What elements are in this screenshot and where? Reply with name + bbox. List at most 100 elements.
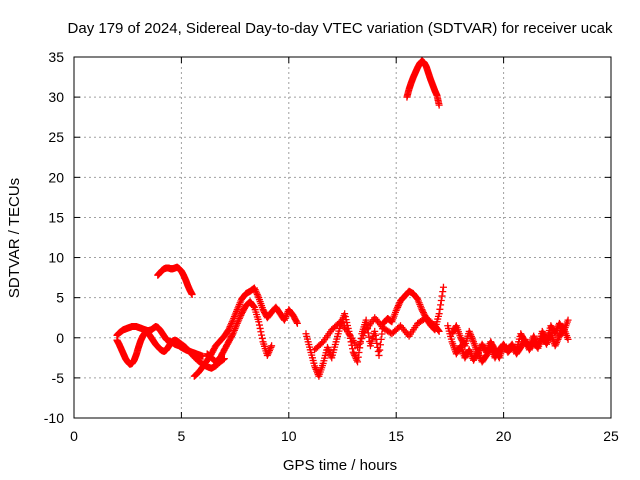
data-point bbox=[375, 351, 383, 359]
x-tick-label: 5 bbox=[178, 428, 186, 444]
y-axis-label: SDTVAR / TECUs bbox=[6, 178, 23, 298]
x-tick-label: 25 bbox=[603, 428, 619, 444]
data-point bbox=[374, 347, 382, 355]
data-point bbox=[553, 339, 561, 347]
data-point bbox=[235, 315, 243, 323]
data-point bbox=[255, 318, 263, 326]
data-point bbox=[253, 290, 261, 298]
data-point bbox=[293, 318, 301, 326]
data-point bbox=[362, 316, 370, 324]
data-point bbox=[395, 300, 403, 308]
x-tick-label: 15 bbox=[388, 428, 404, 444]
data-point bbox=[376, 341, 384, 349]
data-point bbox=[438, 292, 446, 300]
data-point bbox=[377, 335, 385, 343]
data-point bbox=[265, 348, 273, 356]
y-tick-label: 35 bbox=[48, 49, 64, 65]
data-point bbox=[439, 283, 447, 291]
x-tick-label: 0 bbox=[70, 428, 78, 444]
data-point bbox=[349, 345, 357, 353]
y-tick-label: -10 bbox=[44, 410, 64, 426]
data-point bbox=[564, 316, 572, 324]
data-point bbox=[253, 289, 261, 297]
data-point bbox=[437, 296, 445, 304]
data-point bbox=[392, 307, 400, 315]
x-tick-label: 20 bbox=[496, 428, 512, 444]
data-point bbox=[376, 346, 384, 354]
data-point bbox=[554, 335, 562, 343]
data-point bbox=[435, 101, 443, 109]
data-point bbox=[552, 340, 560, 348]
data-point bbox=[353, 356, 361, 364]
data-point bbox=[435, 310, 443, 318]
y-tick-label: 0 bbox=[56, 330, 64, 346]
data-point bbox=[564, 335, 572, 343]
data-point bbox=[551, 342, 559, 350]
x-tick-labels: 0 5 10 15 20 25 bbox=[70, 428, 619, 444]
data-point bbox=[510, 343, 518, 351]
data-point bbox=[258, 331, 266, 339]
data-point bbox=[236, 313, 244, 321]
x-axis-label: GPS time / hours bbox=[283, 457, 397, 474]
data-point bbox=[351, 351, 359, 359]
data-point bbox=[508, 340, 516, 348]
data-point bbox=[365, 333, 373, 341]
data-point bbox=[268, 342, 276, 350]
data-point bbox=[234, 318, 242, 326]
data-point bbox=[509, 342, 517, 350]
data-point bbox=[228, 331, 236, 339]
y-tick-label: 10 bbox=[48, 250, 64, 266]
data-point bbox=[293, 319, 301, 327]
data-point bbox=[378, 330, 386, 338]
data-point bbox=[233, 319, 241, 327]
data-point bbox=[254, 292, 262, 300]
grid bbox=[74, 57, 611, 418]
data-point bbox=[265, 347, 273, 355]
data-point bbox=[251, 286, 259, 294]
data-point bbox=[371, 327, 379, 335]
plot-frame bbox=[73, 56, 612, 419]
data-point bbox=[258, 334, 266, 342]
axis-ticks bbox=[73, 56, 612, 419]
data-point bbox=[354, 353, 362, 361]
y-tick-label: 15 bbox=[48, 209, 64, 225]
data-point bbox=[252, 287, 260, 295]
data-point bbox=[434, 326, 442, 334]
data-point bbox=[257, 328, 265, 336]
data-point bbox=[250, 302, 258, 310]
data-point bbox=[394, 302, 402, 310]
data-point bbox=[355, 348, 363, 356]
data-point bbox=[256, 324, 264, 332]
chart-title: Day 179 of 2024, Sidereal Day-to-day VTE… bbox=[68, 20, 613, 37]
data-point bbox=[267, 343, 275, 351]
data-point bbox=[435, 327, 443, 335]
data-point bbox=[474, 350, 482, 358]
y-tick-label: -5 bbox=[52, 370, 65, 386]
data-point bbox=[475, 347, 483, 355]
data-point bbox=[250, 284, 258, 292]
data-point bbox=[371, 331, 379, 339]
data-point bbox=[188, 290, 196, 298]
y-tick-labels: -10 -5 0 5 10 15 20 25 30 35 bbox=[44, 49, 64, 426]
y-tick-label: 5 bbox=[56, 290, 64, 306]
data-point bbox=[235, 316, 243, 324]
data-point bbox=[266, 345, 274, 353]
data-point bbox=[475, 348, 483, 356]
y-tick-label: 30 bbox=[48, 89, 64, 105]
data-point bbox=[373, 339, 381, 347]
data-point bbox=[263, 351, 271, 359]
data-point bbox=[264, 350, 272, 358]
data-point bbox=[394, 303, 402, 311]
data-point bbox=[439, 288, 447, 296]
y-tick-label: 20 bbox=[48, 169, 64, 185]
data-point bbox=[255, 321, 263, 329]
data-points bbox=[113, 57, 572, 380]
data-point bbox=[436, 305, 444, 313]
data-point bbox=[553, 337, 561, 345]
data-point bbox=[437, 301, 445, 309]
data-point bbox=[393, 305, 401, 313]
x-tick-label: 10 bbox=[281, 428, 297, 444]
data-point bbox=[350, 350, 358, 358]
y-tick-label: 25 bbox=[48, 129, 64, 145]
